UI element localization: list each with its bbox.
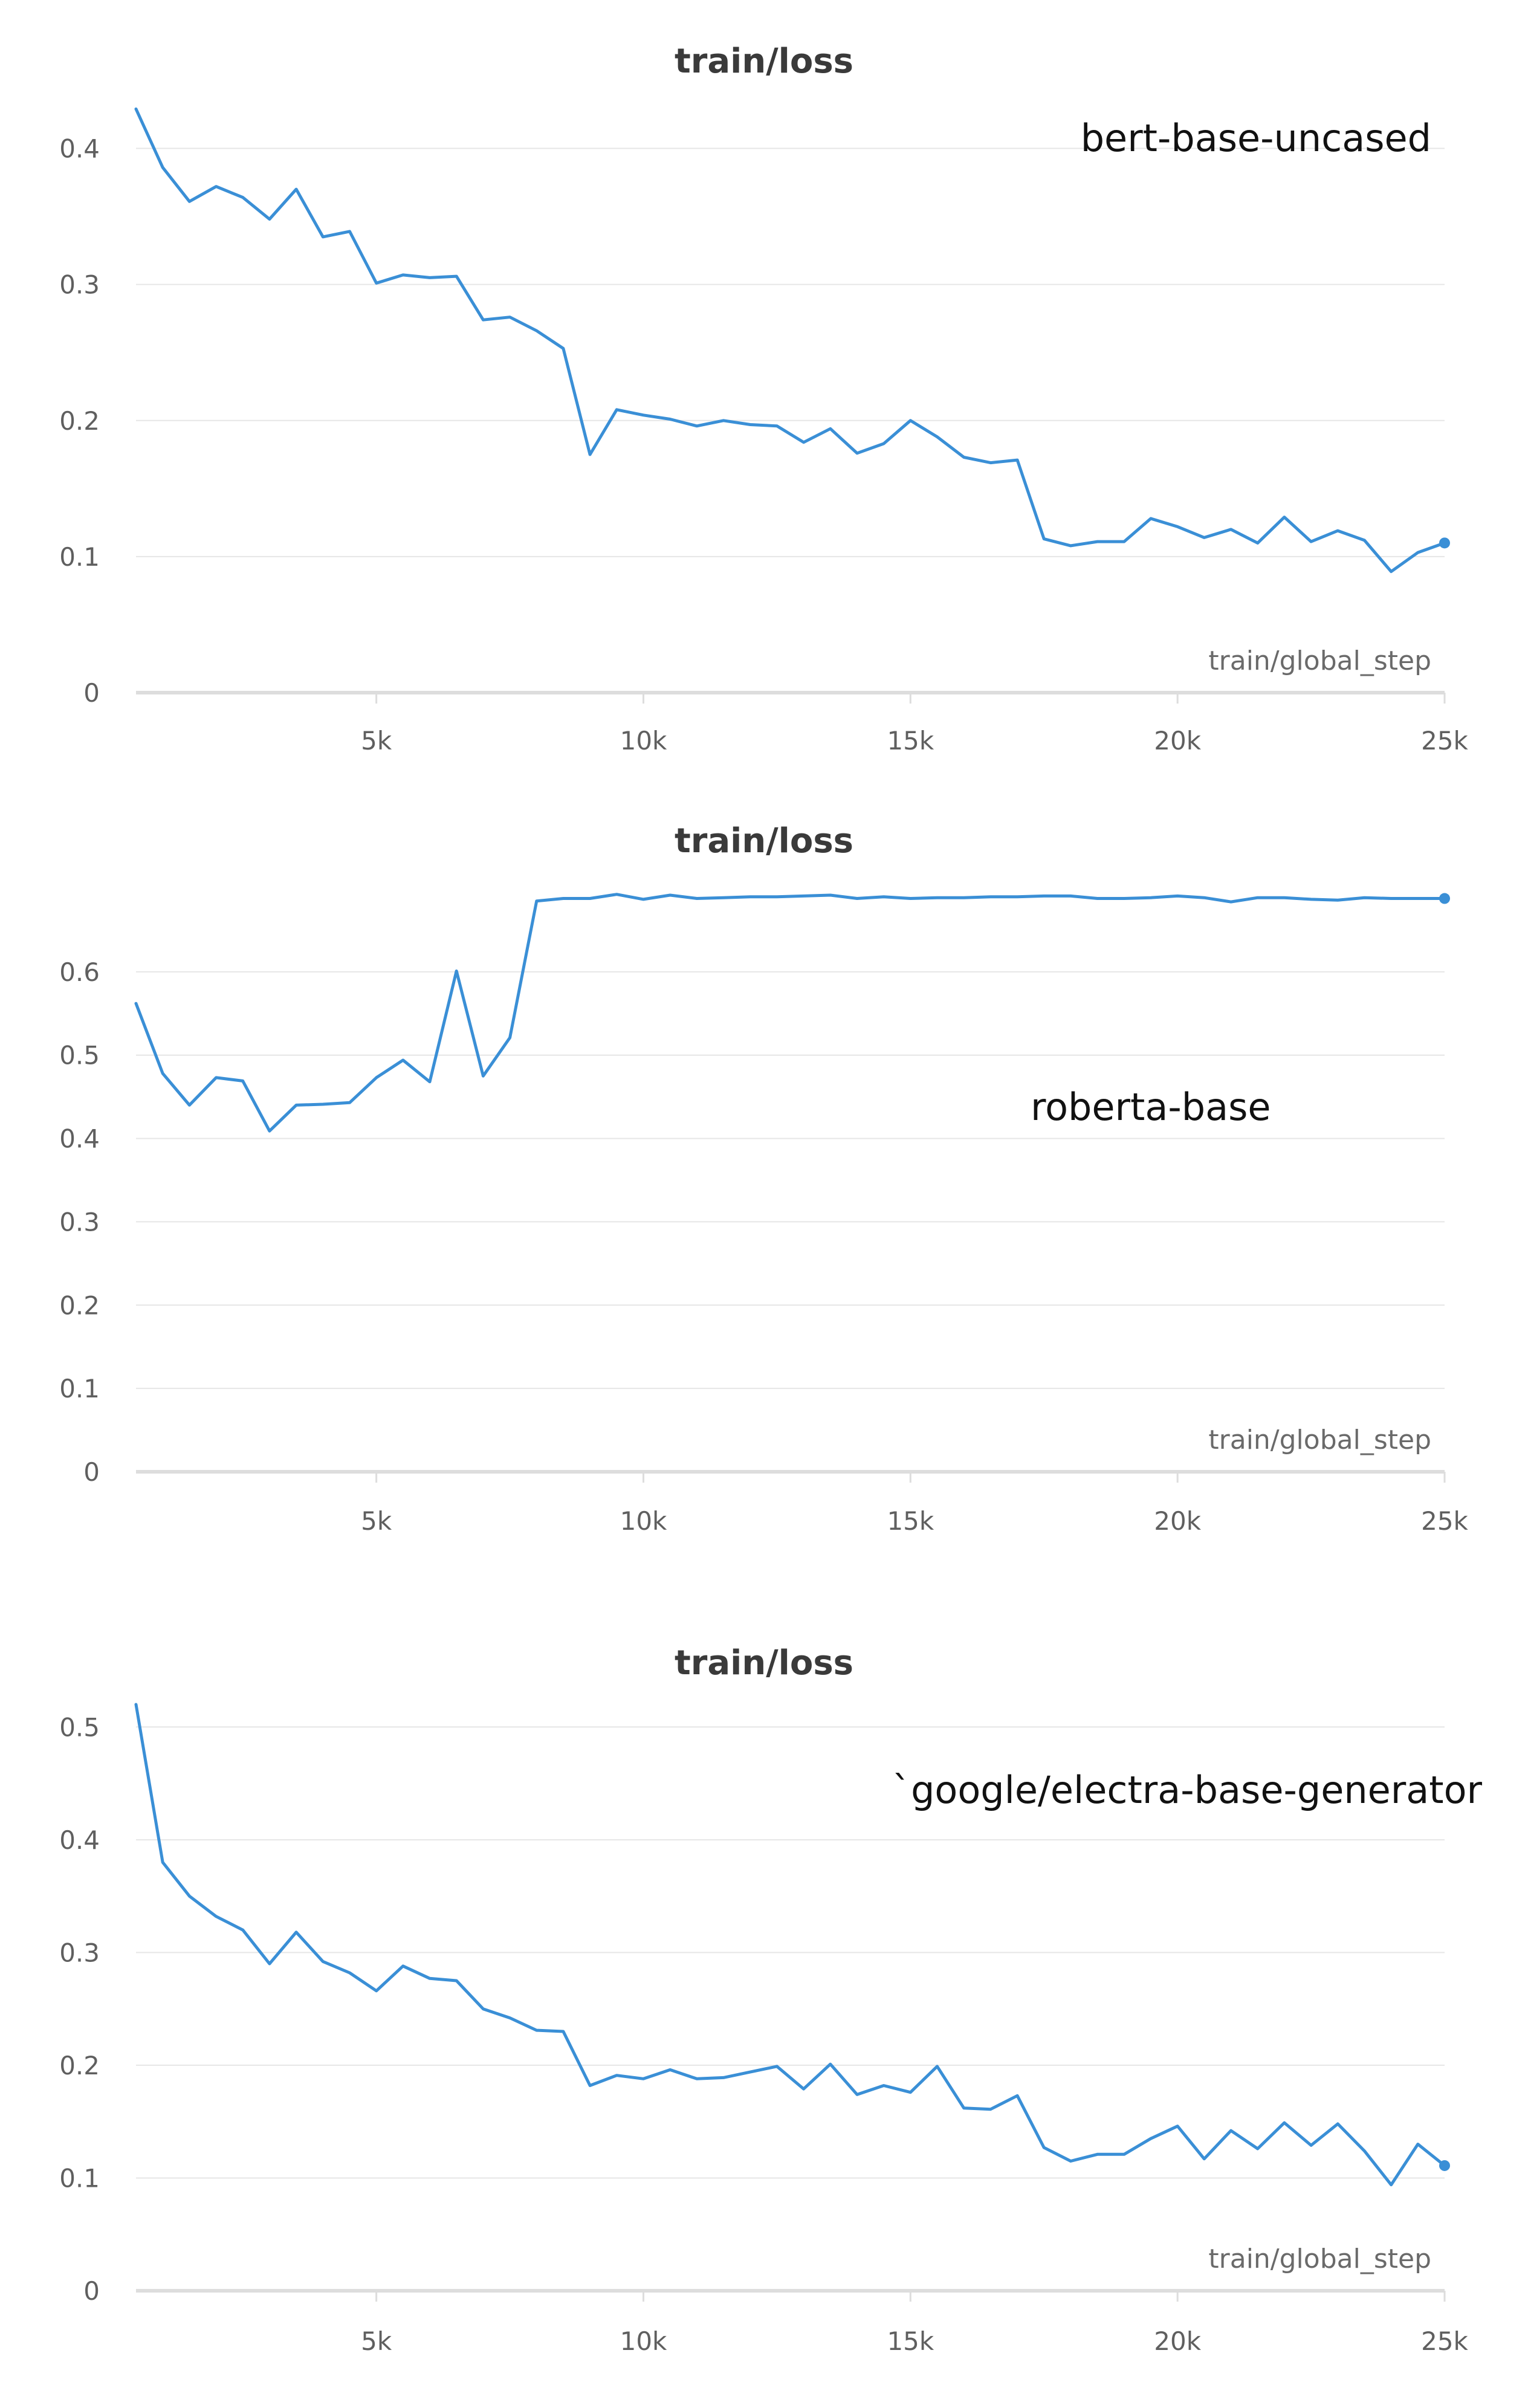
x-tick-label: 10k [620, 1506, 667, 1536]
y-tick-label: 0 [83, 678, 100, 708]
x-tick-label: 20k [1154, 726, 1201, 756]
chart-title: train/loss [675, 821, 853, 861]
x-tick-label: 15k [887, 2326, 934, 2356]
x-tick-label: 20k [1154, 1506, 1201, 1536]
x-tick-label: 25k [1421, 1506, 1468, 1536]
chart-panel-3: train/loss 0 0.1 0.2 0.3 0.4 0.5 5k 10k 15k 20k 25k… [59, 1643, 1482, 2356]
x-tick-label: 15k [887, 726, 934, 756]
x-tick-label: 20k [1154, 2326, 1201, 2356]
x-tick-label: 5k [361, 726, 392, 756]
chart-title: train/loss [675, 42, 853, 81]
y-tick-label: 0.2 [59, 2051, 100, 2080]
x-tick-label: 25k [1421, 2326, 1468, 2356]
y-tick-label: 0.4 [59, 1825, 100, 1855]
series-end-point [1439, 537, 1450, 549]
model-annotation: bert-base-uncased [1081, 116, 1431, 160]
series-end-point [1439, 2160, 1450, 2171]
x-tick-label: 10k [620, 2326, 667, 2356]
model-annotation: roberta-base [1031, 1085, 1271, 1129]
y-tick-label: 0.4 [59, 134, 100, 164]
y-tick-label: 0.1 [59, 2163, 100, 2193]
y-tick-label: 0.5 [59, 1041, 100, 1070]
x-tick-label: 15k [887, 1506, 934, 1536]
y-tick-label: 0.1 [59, 1374, 100, 1403]
y-tick-label: 0.2 [59, 406, 100, 436]
x-tick-label: 5k [361, 1506, 392, 1536]
y-tick-label: 0.3 [59, 270, 100, 300]
model-annotation: `google/electra-base-generator [892, 1768, 1482, 1812]
chart-panel-1: train/loss 0 0.1 0.2 0.3 0.4 5k 10k 15k 20k 25k tra… [59, 42, 1468, 756]
y-tick-label: 0 [83, 2276, 100, 2306]
x-axis-label: train/global_step [1208, 1425, 1431, 1455]
loss-series-line [134, 893, 1446, 1133]
series-end-point [1439, 893, 1450, 904]
x-axis-label: train/global_step [1208, 646, 1431, 676]
y-tick-label: 0.3 [59, 1207, 100, 1237]
y-tick-label: 0.4 [59, 1124, 100, 1154]
y-tick-label: 0.6 [59, 957, 100, 987]
x-tick-label: 5k [361, 2326, 392, 2356]
loss-series-line [134, 107, 1446, 574]
y-tick-label: 0.1 [59, 542, 100, 572]
y-tick-label: 0.3 [59, 1938, 100, 1967]
chart-title: train/loss [675, 1643, 853, 1683]
y-tick-label: 0 [83, 1457, 100, 1487]
loss-series-line [134, 1703, 1446, 2187]
x-axis-label: train/global_step [1208, 2244, 1431, 2274]
chart-panel-2: train/loss 0 0.1 0.2 0.3 0.4 0.5 0.6 5k 10k 15k 20k… [59, 821, 1468, 1536]
x-tick-label: 10k [620, 726, 667, 756]
x-tick-label: 25k [1421, 726, 1468, 756]
y-tick-label: 0.2 [59, 1290, 100, 1320]
y-tick-label: 0.5 [59, 1712, 100, 1742]
